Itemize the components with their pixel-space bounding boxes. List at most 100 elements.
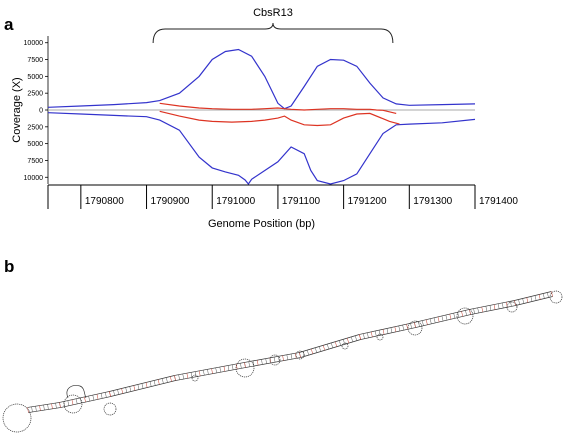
- base-pair: [282, 355, 284, 361]
- base-pair: [497, 303, 500, 309]
- base-pair: [481, 306, 484, 313]
- y-tick-label: 10000: [24, 175, 44, 182]
- base-pair: [522, 298, 525, 304]
- base-pair: [501, 302, 504, 309]
- base-pair: [231, 364, 234, 370]
- base-pair: [530, 296, 533, 302]
- base-pair: [75, 398, 78, 404]
- base-pair: [227, 365, 230, 371]
- base-pair: [117, 389, 119, 395]
- side-hairpin: [66, 385, 87, 399]
- base-pair: [351, 336, 353, 342]
- base-pair: [55, 403, 57, 409]
- base-pair: [27, 407, 29, 413]
- base-pair: [355, 335, 357, 341]
- base-pair: [31, 406, 33, 412]
- x-tick-label: 1790800: [85, 196, 124, 207]
- base-pair: [129, 386, 132, 392]
- base-pair: [339, 340, 341, 346]
- base-pair: [510, 301, 512, 307]
- cbsr13-label: CbsR13: [253, 7, 293, 19]
- loop: [63, 394, 83, 414]
- base-pair: [477, 307, 479, 313]
- base-pair: [166, 377, 168, 383]
- loop: [103, 402, 117, 416]
- base-pair: [461, 311, 463, 317]
- base-pair: [182, 373, 184, 380]
- base-pair: [92, 395, 95, 401]
- helix-strand: [175, 367, 246, 381]
- base-pair: [88, 395, 90, 402]
- helix-strand: [514, 291, 552, 301]
- base-pair: [71, 399, 74, 405]
- base-pair: [252, 360, 255, 367]
- base-pair: [43, 404, 45, 411]
- base-pair: [367, 332, 369, 338]
- base-pair: [265, 358, 267, 364]
- base-pair: [331, 342, 333, 348]
- base-pair: [39, 405, 41, 411]
- base-pair: [194, 371, 197, 377]
- helix-strand: [174, 362, 245, 376]
- base-pair: [370, 331, 373, 338]
- base-pair: [382, 329, 385, 335]
- x-tick-label: 1790900: [151, 196, 190, 207]
- y-tick-label: 5000: [27, 74, 43, 81]
- base-pair: [273, 357, 276, 363]
- helix-strand: [245, 357, 301, 368]
- base-pair: [418, 321, 420, 327]
- base-pair: [538, 294, 541, 300]
- base-pair: [402, 324, 405, 331]
- base-pair: [465, 310, 467, 316]
- base-pair: [449, 314, 452, 320]
- base-pair: [542, 293, 545, 299]
- base-pair: [473, 308, 475, 314]
- series-line-3: [159, 102, 397, 114]
- base-pair: [534, 295, 537, 301]
- base-pair: [211, 368, 213, 374]
- base-pair: [390, 327, 393, 333]
- base-pair: [303, 351, 305, 357]
- helix-strand: [470, 305, 516, 315]
- base-pair: [133, 385, 136, 391]
- base-pair: [174, 375, 176, 381]
- series-line-4: [159, 110, 400, 127]
- base-pair: [323, 345, 325, 351]
- y-axis-label: Coverage (X): [11, 77, 23, 142]
- base-pair: [51, 403, 53, 409]
- cbsr13-bracket: [152, 22, 394, 44]
- base-pair: [170, 376, 172, 382]
- base-pair: [441, 315, 444, 322]
- series-line-2: [47, 112, 476, 185]
- base-pair: [422, 320, 424, 326]
- base-pair: [359, 334, 361, 340]
- base-pair: [363, 333, 365, 339]
- base-pair: [198, 370, 201, 377]
- base-pair: [319, 346, 321, 352]
- base-pair: [343, 339, 345, 345]
- y-tick-label: 5000: [27, 141, 43, 148]
- base-pair: [290, 353, 293, 360]
- base-pair: [84, 396, 86, 403]
- series-line-1: [47, 48, 476, 110]
- base-pair: [67, 400, 70, 406]
- base-pair: [437, 316, 440, 323]
- helix-strand: [244, 352, 300, 363]
- series-group: [47, 48, 476, 185]
- base-pair: [223, 366, 226, 372]
- base-pair: [240, 363, 242, 369]
- x-tick-label: 1791200: [348, 196, 387, 207]
- base-pair: [547, 292, 549, 298]
- base-pair: [178, 374, 180, 380]
- loop: [376, 333, 384, 341]
- base-pair: [186, 373, 189, 379]
- base-pair: [256, 360, 259, 366]
- helix-strand: [515, 296, 553, 306]
- base-pair: [469, 309, 471, 315]
- base-pair: [278, 356, 280, 362]
- base-pair: [335, 341, 337, 347]
- base-pair: [153, 380, 156, 386]
- y-tick-label: 2500: [27, 124, 43, 131]
- base-pair: [398, 325, 401, 332]
